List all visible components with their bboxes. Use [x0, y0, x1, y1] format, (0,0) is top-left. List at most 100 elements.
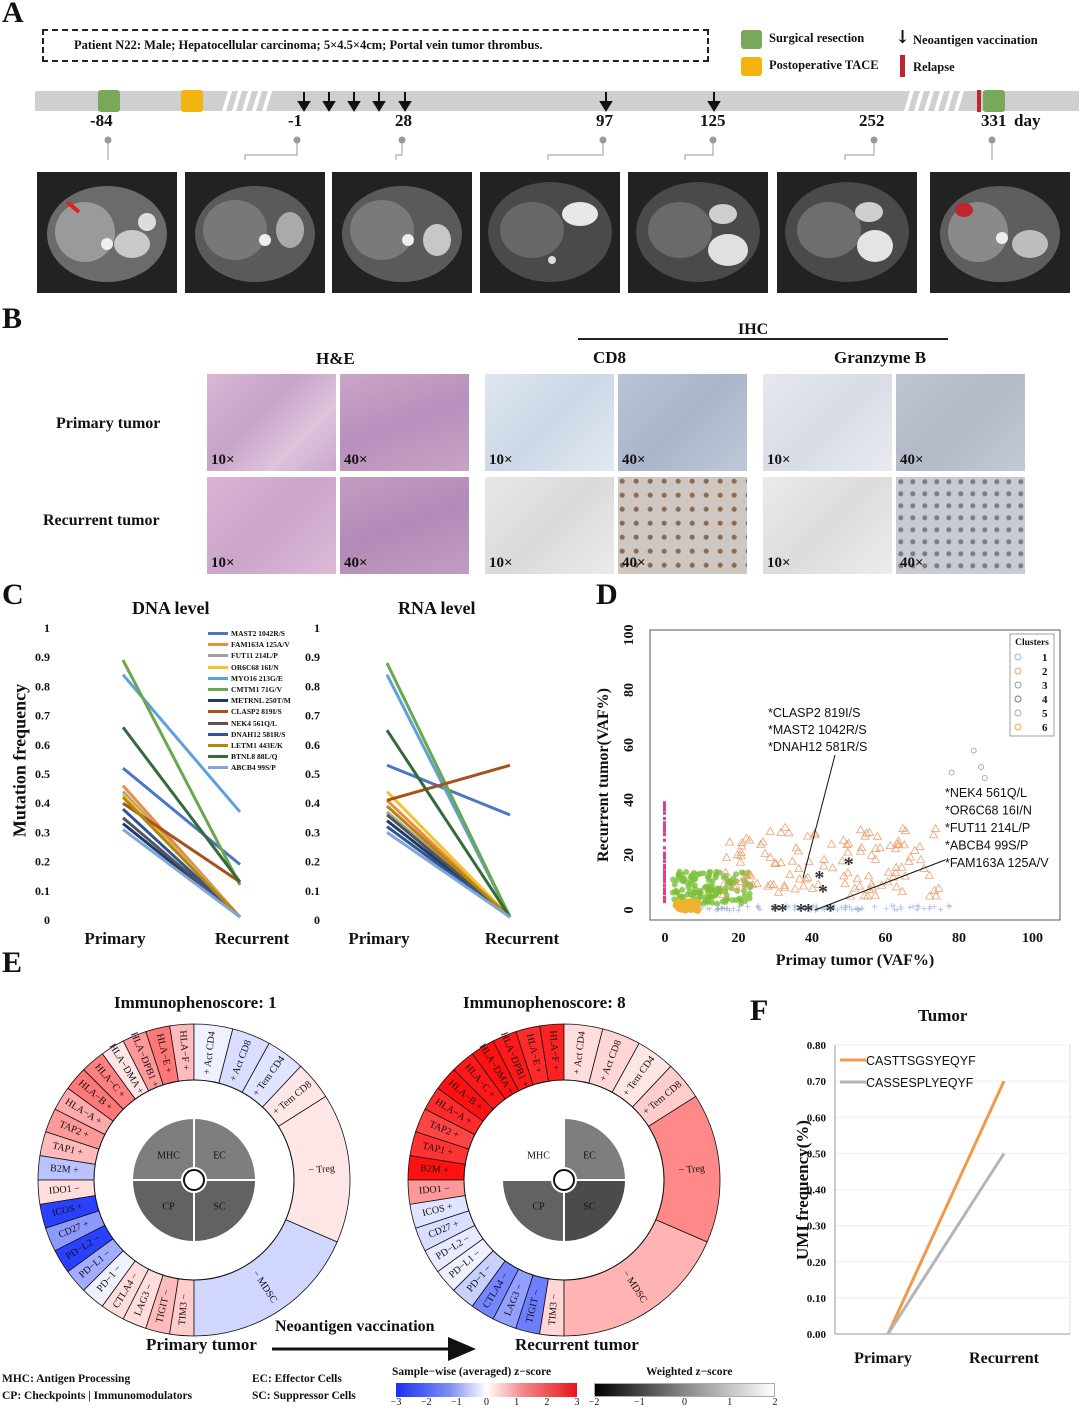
granzyme-recurrent-40x-image: 40× [896, 477, 1025, 574]
legend-item: LETM1 443E/K [208, 740, 291, 751]
legend-item: OR6C68 16I/N [208, 662, 291, 673]
he-recurrent-40x-image: 40× [340, 477, 469, 574]
point-cluster-2 [810, 828, 820, 837]
legend-relapse-label: Relapse [913, 60, 955, 74]
legend-swatch [208, 676, 228, 680]
point-cluster-2 [864, 827, 875, 836]
point-cluster-2 [737, 837, 747, 847]
legend-label: MAST2 1042R/S [231, 629, 285, 639]
legend-surgical-label: Surgical resection [769, 31, 865, 45]
point-cluster-1: + [721, 904, 728, 913]
legend-vaccination-label: Neoantigen vaccination [913, 33, 1038, 47]
point-cluster-2 [929, 885, 940, 894]
point-cluster-3 [691, 889, 698, 896]
point-cluster-3 [746, 895, 753, 902]
point-cluster-2 [826, 839, 837, 848]
point-cluster-2 [900, 825, 911, 835]
point-cluster-4 [663, 899, 666, 903]
series-line [386, 763, 511, 802]
magnification-label: 40× [344, 452, 368, 468]
point-cluster-3 [704, 889, 711, 896]
point-cluster-4 [663, 851, 666, 855]
point-cluster-2 [787, 856, 798, 865]
legend-label: FAM163A 125A/V [231, 640, 290, 650]
point-cluster-2 [779, 880, 790, 889]
x-tick-label: 100 [1022, 931, 1043, 946]
magnification-label: 40× [622, 452, 646, 468]
series-line [385, 662, 512, 918]
granzyme-recurrent-10x-image: 10× [763, 477, 892, 574]
magnification-label: 40× [344, 555, 368, 571]
point-cluster-1: + [713, 905, 720, 914]
point-cluster-1: + [813, 903, 820, 912]
point-cluster-2 [883, 867, 894, 876]
mri-scan-image [185, 172, 325, 293]
point-cluster-2 [924, 870, 935, 879]
point-cluster-1: + [757, 905, 764, 914]
point-cluster-1: + [770, 901, 777, 910]
wheel-label: IDO1 − [49, 1183, 81, 1196]
point-cluster-4 [663, 832, 666, 836]
point-cluster-1: + [723, 904, 730, 913]
vaccination-arrow [599, 92, 613, 112]
y-tick-label: 0.60 [807, 1112, 827, 1124]
legend-relapse-swatch [900, 55, 905, 77]
point-cluster-5 [948, 769, 955, 776]
point-cluster-1: + [755, 901, 762, 910]
colorbar-tick: −1 [451, 1397, 462, 1408]
point-cluster-1: + [821, 906, 828, 915]
legend-label: FUT11 214L/P [231, 651, 278, 661]
panel-label-d: D [596, 578, 618, 611]
point-cluster-3 [714, 900, 721, 907]
point-cluster-1: + [852, 904, 859, 913]
point-cluster-1: + [834, 906, 841, 915]
point-cluster-2 [928, 830, 939, 839]
y-tick-label: 0.10 [807, 1293, 827, 1305]
point-cluster-1: + [843, 903, 850, 912]
legend-def-mhc: MHC: Antigen Processing [2, 1373, 131, 1385]
point-cluster-2 [741, 870, 752, 879]
point-cluster-1: + [831, 903, 838, 912]
point-cluster-1: + [706, 905, 713, 914]
legend-item: ABCB4 99S/P [208, 762, 291, 773]
point-cluster-1: + [774, 902, 781, 911]
point-cluster-2 [768, 880, 779, 889]
point-cluster-1: + [812, 906, 819, 915]
y-tick-label: 0.9 [35, 650, 50, 664]
y-tick-label: 0.70 [807, 1076, 827, 1088]
point-cluster-2 [803, 872, 813, 882]
x-tick-label: 80 [952, 931, 966, 946]
magnification-label: 10× [767, 452, 791, 468]
point-cluster-4 [663, 860, 666, 864]
point-cluster-1: + [849, 905, 856, 914]
y-tick-label: 0.2 [305, 855, 320, 869]
colorbar-tick: 2 [544, 1397, 550, 1408]
point-cluster-5 [981, 775, 988, 781]
point-cluster-3 [736, 895, 743, 902]
magnification-label: 40× [900, 452, 924, 468]
point-cluster-1: + [718, 904, 725, 913]
mri-scan-image [930, 172, 1070, 293]
highlight-star: * [803, 900, 813, 922]
y-tick-label: 0.50 [807, 1148, 827, 1160]
immunophenoscore-right: Immunophenoscore: 8 [463, 993, 626, 1012]
legend-label: CASTTSGSYEQYF [866, 1054, 976, 1068]
point-cluster-2 [791, 843, 801, 852]
point-cluster-3 [738, 900, 745, 907]
point-cluster-2 [870, 890, 881, 899]
legend-item: FUT11 214L/P [208, 650, 291, 661]
point-cluster-2 [904, 856, 914, 865]
point-cluster-1: + [724, 904, 731, 913]
immunophenogram-recurrent: HLA−F +HLA−E +HLA−DPB1 +HLA−DMA +HLA−C +… [407, 1023, 721, 1337]
series-line [121, 659, 242, 886]
zscore-ticks: −3 −2 −1 0 1 2 3 [391, 1397, 580, 1409]
point-cluster-4 [663, 866, 666, 870]
point-cluster-3 [740, 887, 747, 894]
mri-scan-image [628, 172, 768, 293]
mri-scan-image [37, 172, 177, 293]
colorbar-tick: 1 [727, 1397, 733, 1408]
point-cluster-2 [875, 842, 885, 852]
point-cluster-2 [776, 857, 786, 867]
annotation-upper: *DNAH12 581R/S [768, 740, 867, 754]
point-cluster-2 [744, 869, 754, 878]
